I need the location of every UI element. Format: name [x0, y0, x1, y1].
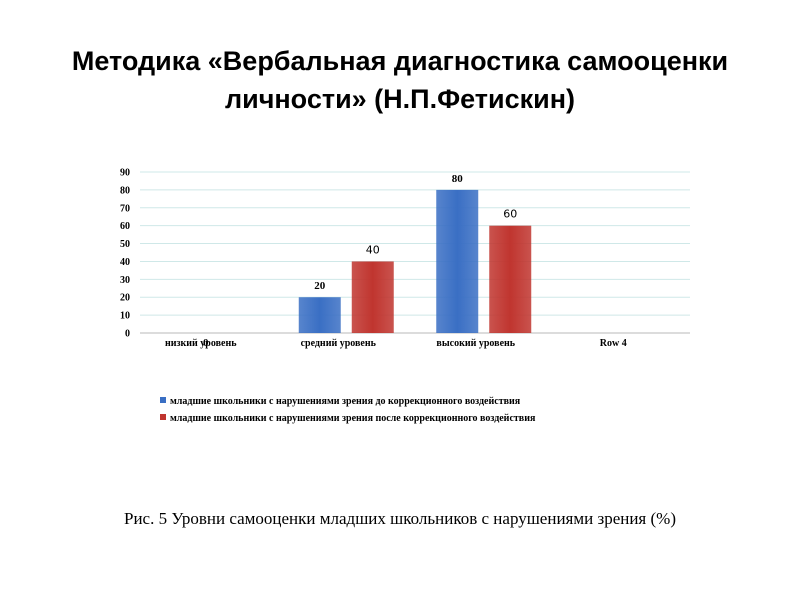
y-tick-label: 50: [120, 239, 130, 250]
slide-title: Методика «Вербальная диагностика самооце…: [71, 46, 729, 114]
data-label: 0: [203, 337, 209, 349]
y-tick-label: 60: [120, 221, 130, 232]
bars: [298, 189, 532, 333]
category-label: средний уровень: [301, 338, 377, 349]
legend-swatch: [160, 414, 166, 420]
y-tick-label: 80: [120, 185, 130, 196]
x-axis-categories: низкий уровень средний уровень высокий уро…: [165, 338, 627, 349]
legend-swatch: [160, 397, 166, 403]
y-tick-label: 30: [120, 275, 130, 286]
bar: [298, 297, 341, 333]
category-label: низкий уровень: [165, 338, 237, 349]
y-tick-label: 10: [120, 311, 130, 322]
y-tick-label: 0: [125, 329, 130, 340]
y-tick-label: 90: [120, 168, 130, 179]
bar: [436, 189, 479, 333]
gridlines: [140, 171, 690, 334]
legend-entry: младшие школьники с нарушениями зрения п…: [170, 413, 536, 424]
y-axis-ticks: 0 10 20 30 40 50 60 70 80 90: [120, 168, 130, 340]
data-label: 20: [314, 280, 326, 292]
legend-entry: младшие школьники с нарушениями зрения д…: [170, 396, 521, 407]
data-label: 40: [366, 243, 380, 256]
bar: [489, 225, 532, 333]
data-label: 60: [503, 208, 517, 221]
y-tick-label: 20: [120, 293, 130, 304]
data-labels: 0 20 40 80 60: [203, 173, 517, 349]
category-label: высокий уровень: [436, 338, 515, 349]
category-label: Row 4: [600, 338, 627, 349]
y-tick-label: 40: [120, 257, 130, 268]
data-label: 80: [452, 173, 464, 185]
y-tick-label: 70: [120, 203, 130, 214]
bar: [351, 261, 394, 333]
figure-caption: Рис. 5 Уровни самооценки младших школьни…: [124, 509, 676, 528]
legend: младшие школьники с нарушениями зрения д…: [160, 396, 536, 424]
